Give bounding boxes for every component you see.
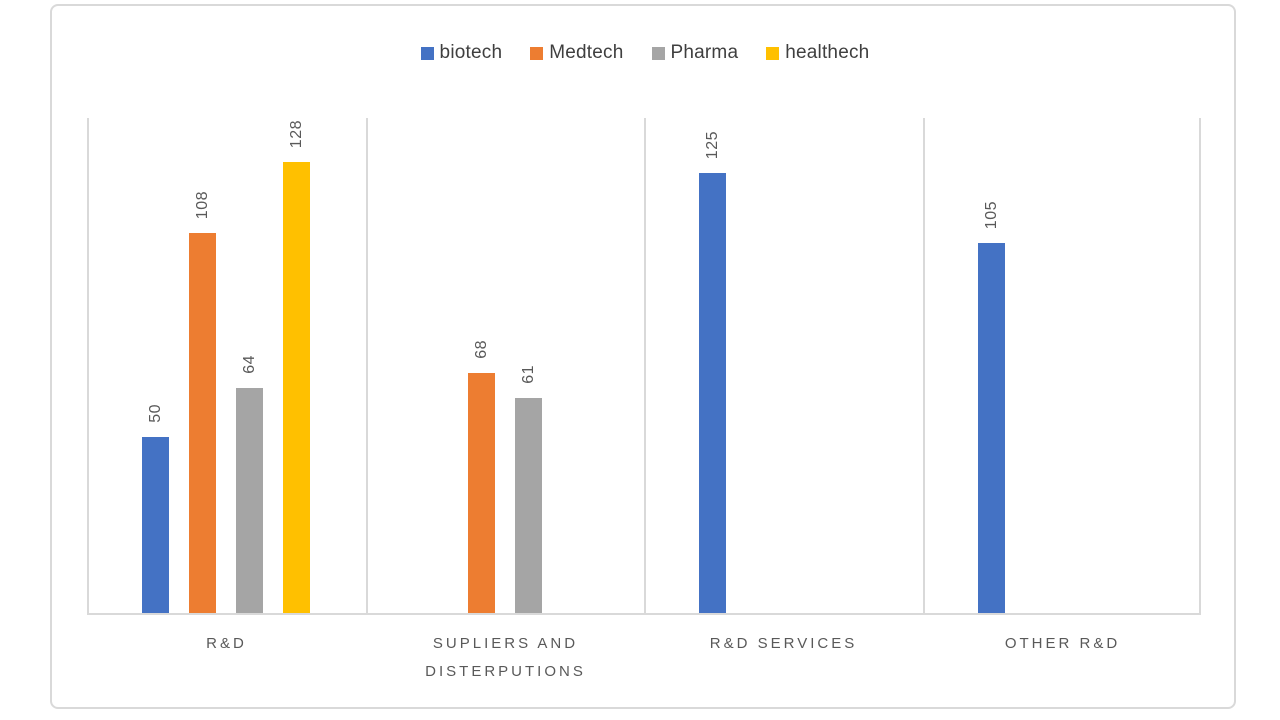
- bar-value-label-wrap: 125: [699, 131, 726, 159]
- gridline: [923, 118, 925, 613]
- bar-value-label-wrap: 61: [515, 365, 542, 384]
- gridline: [1199, 118, 1201, 613]
- legend-swatch-icon: [420, 46, 434, 60]
- bar-value-label-wrap: 68: [468, 340, 495, 359]
- bar-value-label: 105: [982, 200, 1000, 229]
- bar-healthech-0: [283, 162, 310, 613]
- legend-label: healthech: [785, 42, 870, 63]
- legend-swatch-icon: [530, 46, 544, 60]
- legend-swatch-icon: [766, 46, 780, 60]
- bar-value-label: 61: [519, 365, 537, 384]
- legend-label: Pharma: [670, 42, 739, 63]
- legend-label: Medtech: [549, 42, 624, 63]
- bar-Medtech-0: [189, 233, 216, 613]
- bar-value-label-wrap: 50: [142, 404, 169, 423]
- plot-area: 50 108 64 128 68 61 125 105: [87, 118, 1201, 615]
- bar-Medtech-1: [468, 373, 495, 613]
- gridline: [87, 118, 89, 613]
- bar-value-label: 125: [703, 130, 721, 159]
- x-axis-line: [87, 613, 1201, 615]
- gridline: [366, 118, 368, 613]
- legend-item-Medtech: Medtech: [530, 42, 623, 64]
- bar-biotech-3: [978, 243, 1005, 613]
- legend-item-biotech: biotech: [420, 42, 503, 64]
- x-axis-label-3: OTHER R&D: [1004, 635, 1121, 652]
- bar-value-label: 108: [193, 190, 211, 219]
- bar-value-label: 50: [146, 404, 164, 423]
- bar-biotech-2: [699, 173, 726, 613]
- legend-label: biotech: [439, 42, 503, 63]
- bar-biotech-0: [142, 437, 169, 613]
- bar-value-label: 64: [240, 355, 258, 374]
- legend: biotech Medtech Pharma healthech: [50, 36, 1240, 70]
- legend-item-Pharma: Pharma: [651, 42, 739, 64]
- legend-item-healthech: healthech: [766, 42, 869, 64]
- bar-value-label-wrap: 64: [236, 355, 263, 374]
- bar-value-label: 68: [472, 340, 490, 359]
- x-axis-label-0: R&D: [206, 635, 247, 652]
- bar-value-label: 128: [287, 119, 305, 148]
- bar-value-label-wrap: 128: [283, 120, 310, 148]
- bar-Pharma-0: [236, 388, 263, 613]
- x-axis-label-1: SUPLIERS AND DISTERPUTIONS: [425, 635, 586, 680]
- legend-swatch-icon: [651, 46, 665, 60]
- gridline: [644, 118, 646, 613]
- bar-value-label-wrap: 105: [978, 201, 1005, 229]
- bar-Pharma-1: [515, 398, 542, 613]
- bar-value-label-wrap: 108: [189, 191, 216, 219]
- x-axis-label-2: R&D SERVICES: [709, 635, 858, 652]
